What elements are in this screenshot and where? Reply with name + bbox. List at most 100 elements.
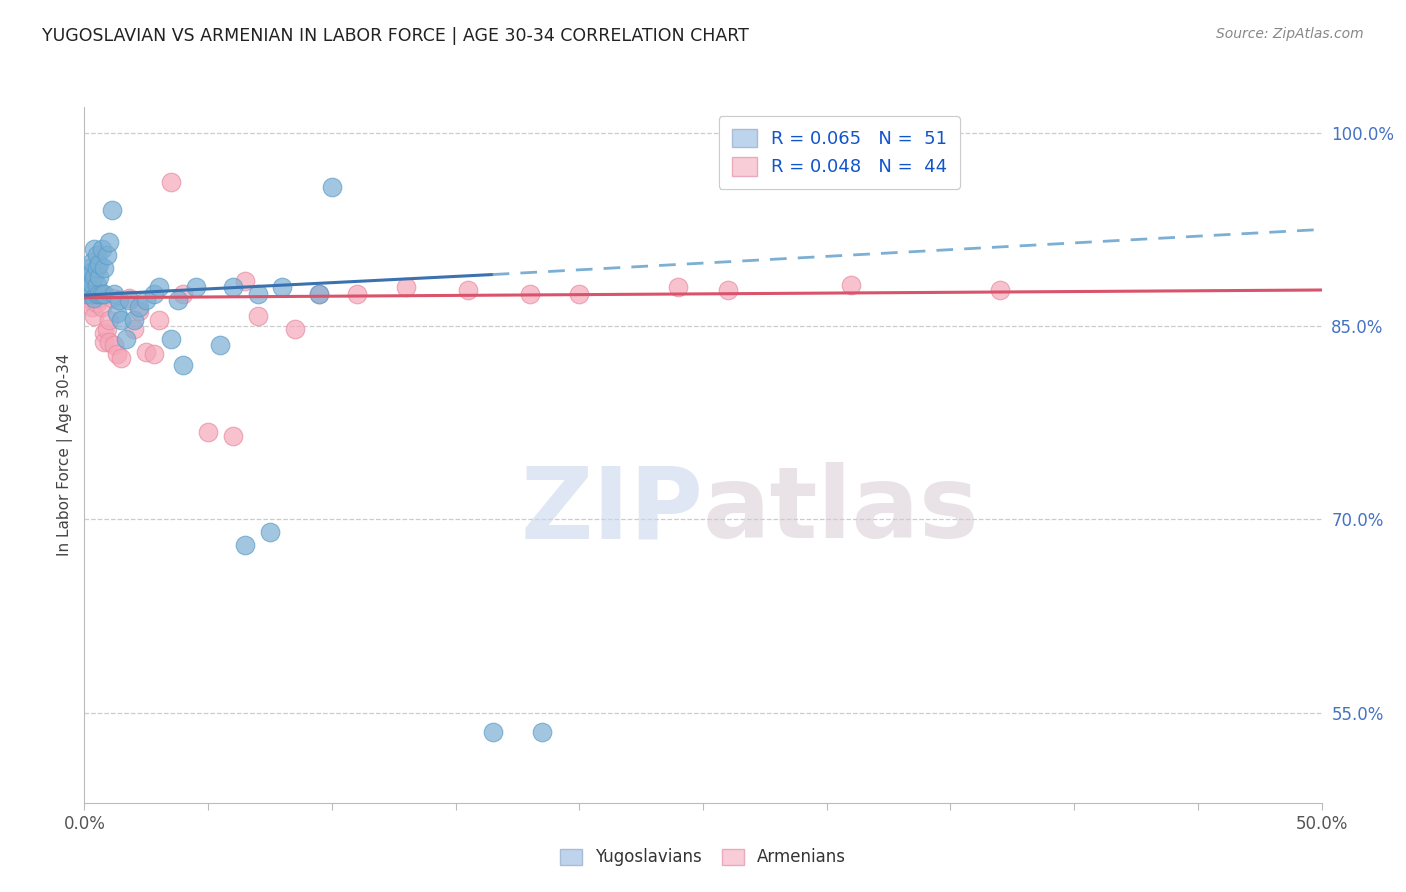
Point <box>103 338 125 352</box>
Point <box>142 347 165 361</box>
Point <box>89 286 111 301</box>
Point <box>76 277 98 292</box>
Point <box>86 277 108 292</box>
Point <box>80 277 103 291</box>
Text: Source: ZipAtlas.com: Source: ZipAtlas.com <box>1216 27 1364 41</box>
Point <box>519 286 541 301</box>
Point <box>128 300 150 314</box>
Point <box>83 291 105 305</box>
Legend: Yugoslavians, Armenians: Yugoslavians, Armenians <box>551 840 855 875</box>
Point <box>83 291 105 305</box>
Text: ZIP: ZIP <box>520 462 703 559</box>
Point <box>103 286 125 301</box>
Point <box>83 270 105 285</box>
Point <box>115 332 138 346</box>
Point <box>79 283 101 297</box>
Point <box>167 293 190 308</box>
Point <box>98 312 121 326</box>
Point <box>110 351 132 366</box>
Point <box>118 291 141 305</box>
Point <box>80 265 103 279</box>
Point <box>76 286 98 301</box>
Point <box>233 274 256 288</box>
Point <box>93 326 115 340</box>
Point <box>233 538 256 552</box>
Point <box>89 291 111 305</box>
Point <box>93 286 115 301</box>
Point <box>118 293 141 308</box>
Point <box>76 286 98 301</box>
Point <box>128 303 150 318</box>
Point <box>481 725 503 739</box>
Point <box>110 312 132 326</box>
Point <box>105 306 128 320</box>
Point <box>122 321 145 335</box>
Y-axis label: In Labor Force | Age 30-34: In Labor Force | Age 30-34 <box>58 353 73 557</box>
Point <box>89 257 111 271</box>
Point <box>142 286 165 301</box>
Point <box>79 270 101 285</box>
Point <box>209 338 232 352</box>
Point <box>89 270 111 285</box>
Point <box>96 321 118 335</box>
Point <box>271 280 294 294</box>
Point <box>135 293 157 308</box>
Point <box>284 321 307 335</box>
Point <box>184 280 207 294</box>
Point <box>83 242 105 256</box>
Text: atlas: atlas <box>703 462 980 559</box>
Point <box>841 277 863 292</box>
Point <box>717 283 740 297</box>
Point <box>80 300 103 314</box>
Point <box>457 283 479 297</box>
Point <box>86 261 108 276</box>
Point <box>222 280 245 294</box>
Point <box>172 358 194 372</box>
Point <box>90 300 112 314</box>
Point <box>148 280 170 294</box>
Point <box>79 283 101 297</box>
Point <box>90 286 112 301</box>
Point <box>80 286 103 301</box>
Point <box>100 203 122 218</box>
Point <box>90 242 112 256</box>
Point <box>100 291 122 305</box>
Point <box>148 312 170 326</box>
Point <box>160 332 183 346</box>
Point <box>86 248 108 262</box>
Point <box>76 293 98 308</box>
Point <box>86 286 108 301</box>
Point <box>222 428 245 442</box>
Point <box>108 293 131 308</box>
Point <box>395 280 418 294</box>
Point <box>98 235 121 250</box>
Point <box>98 334 121 349</box>
Point <box>86 296 108 310</box>
Point <box>79 291 101 305</box>
Point <box>246 309 269 323</box>
Point <box>80 286 103 301</box>
Point <box>197 425 219 439</box>
Point <box>122 312 145 326</box>
Point <box>988 283 1011 297</box>
Point <box>172 286 194 301</box>
Point <box>80 254 103 268</box>
Point <box>93 334 115 349</box>
Point <box>135 344 157 359</box>
Point <box>346 286 368 301</box>
Point <box>83 309 105 323</box>
Point <box>105 347 128 361</box>
Point <box>308 286 330 301</box>
Point <box>321 180 343 194</box>
Text: YUGOSLAVIAN VS ARMENIAN IN LABOR FORCE | AGE 30-34 CORRELATION CHART: YUGOSLAVIAN VS ARMENIAN IN LABOR FORCE |… <box>42 27 749 45</box>
Point <box>96 248 118 262</box>
Point <box>79 261 101 276</box>
Legend: R = 0.065   N =  51, R = 0.048   N =  44: R = 0.065 N = 51, R = 0.048 N = 44 <box>718 116 960 189</box>
Point <box>568 286 591 301</box>
Point <box>308 286 330 301</box>
Point <box>93 261 115 276</box>
Point <box>531 725 554 739</box>
Point <box>160 175 183 189</box>
Point <box>666 280 689 294</box>
Point <box>259 525 281 540</box>
